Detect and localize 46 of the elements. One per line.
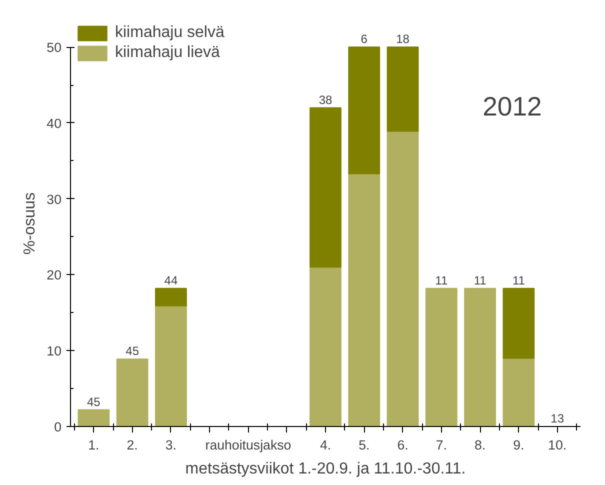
bar <box>348 173 380 426</box>
y-tick-label: 40 <box>46 116 62 131</box>
x-tick-label: rauhoitusjakso <box>205 438 292 452</box>
annotation: 13 <box>550 412 564 426</box>
x-tick-label: 1. <box>88 438 100 452</box>
x-tick-label: 9. <box>513 438 524 452</box>
bar <box>116 358 148 426</box>
x-axis-title: metsästysviikot 1.-20.9. ja 11.10.-30.11. <box>185 460 466 478</box>
bar <box>464 288 496 426</box>
bar <box>310 107 342 268</box>
legend-label: kiimahaju selvä <box>115 24 224 42</box>
annotation: 11 <box>435 273 448 288</box>
y-tick-label: 0 <box>54 420 62 434</box>
bar <box>386 46 419 132</box>
bar <box>425 288 458 426</box>
annotation: 45 <box>126 344 140 358</box>
x-tick-label: 6. <box>397 438 408 452</box>
bar <box>155 288 187 306</box>
y-tick-label: 30 <box>46 192 62 207</box>
x-tick-label: 2. <box>126 438 138 452</box>
y-axis-title: %-osuus <box>22 192 39 255</box>
bar <box>502 358 535 426</box>
annotation: 11 <box>474 273 487 288</box>
annotation: 2012 <box>482 91 542 122</box>
x-tick-label: 5. <box>358 438 370 452</box>
x-tick-label: 8. <box>474 438 486 452</box>
x-tick-label: 10. <box>548 438 567 452</box>
x-tick-label: 4. <box>320 438 332 452</box>
y-tick-label: 10 <box>46 344 62 359</box>
y-tick-label: 50 <box>46 40 62 56</box>
legend-label: kiimahaju lievä <box>115 44 220 62</box>
bar <box>386 130 419 426</box>
annotation: 11 <box>512 273 526 288</box>
x-tick-label: 3. <box>165 438 177 452</box>
bar <box>348 46 380 174</box>
bar <box>78 409 110 426</box>
bar <box>310 266 342 426</box>
annotation: 38 <box>318 92 332 107</box>
bar <box>155 305 187 426</box>
y-tick-label: 20 <box>46 268 62 283</box>
annotation: 18 <box>396 32 410 46</box>
bar <box>502 288 535 359</box>
x-tick-label: 7. <box>436 438 447 452</box>
annotation: 45 <box>87 394 101 409</box>
annotation: 6 <box>360 32 368 46</box>
annotation: 44 <box>164 273 178 288</box>
